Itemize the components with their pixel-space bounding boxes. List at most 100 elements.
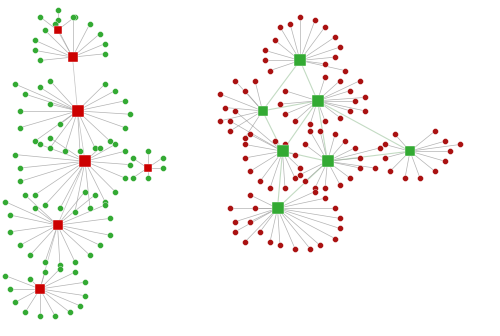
Point (331, 132, 339, 137)
Point (1, 199, 9, 204)
Point (51, 313, 59, 319)
Point (331, 206, 339, 211)
Point (71, 269, 79, 275)
Point (56, 206, 64, 211)
Point (286, 21, 294, 26)
Point (271, 38, 279, 43)
Point (331, 236, 339, 241)
Point (331, 34, 339, 40)
Point (71, 209, 79, 214)
Point (26, 253, 34, 258)
Point (406, 149, 414, 154)
Point (281, 142, 289, 147)
Point (258, 108, 266, 114)
Point (321, 196, 329, 201)
Point (441, 138, 449, 144)
Point (16, 243, 24, 248)
Point (16, 165, 24, 171)
Point (21, 192, 29, 198)
Point (101, 81, 109, 87)
Point (56, 266, 64, 271)
Point (16, 179, 24, 184)
Point (241, 239, 249, 245)
Point (311, 17, 319, 23)
Point (1, 273, 9, 278)
Point (291, 152, 299, 157)
Point (276, 243, 284, 248)
Point (101, 199, 109, 204)
Point (251, 206, 259, 211)
Point (46, 101, 54, 107)
Point (46, 78, 54, 83)
Point (356, 165, 364, 171)
Point (121, 149, 129, 154)
Point (321, 61, 329, 67)
Point (371, 165, 379, 171)
Point (314, 98, 322, 103)
Point (96, 31, 104, 36)
Point (144, 165, 152, 171)
Point (68, 14, 76, 19)
Point (91, 192, 99, 198)
Point (81, 293, 89, 298)
Point (86, 21, 94, 26)
Point (31, 192, 39, 198)
Point (54, 7, 62, 13)
Point (281, 88, 289, 93)
Point (36, 85, 44, 90)
Point (316, 128, 324, 134)
Point (276, 24, 284, 30)
Point (101, 202, 109, 208)
Point (121, 125, 129, 130)
Point (381, 155, 389, 161)
Point (246, 132, 254, 137)
Point (241, 155, 249, 161)
Point (276, 101, 284, 107)
Point (281, 185, 289, 191)
Point (121, 98, 129, 103)
Point (356, 78, 364, 83)
Point (11, 152, 19, 157)
Point (401, 175, 409, 181)
Point (144, 149, 152, 154)
Point (26, 276, 34, 282)
Point (241, 142, 249, 147)
Point (71, 14, 79, 19)
Point (361, 95, 369, 100)
Point (106, 233, 114, 238)
Point (441, 159, 449, 164)
Point (291, 118, 299, 124)
Point (36, 286, 44, 292)
Point (336, 78, 344, 83)
Point (111, 142, 119, 147)
Point (61, 149, 69, 154)
Point (231, 229, 239, 235)
Point (336, 216, 344, 221)
Point (106, 138, 114, 144)
Point (376, 145, 384, 151)
Point (296, 165, 304, 171)
Point (86, 206, 94, 211)
Point (266, 185, 274, 191)
Point (226, 118, 234, 124)
Point (321, 24, 329, 30)
Point (36, 14, 44, 19)
Point (306, 122, 314, 127)
Point (291, 175, 299, 181)
Point (246, 192, 254, 198)
Point (391, 132, 399, 137)
Point (321, 118, 329, 124)
Point (336, 115, 344, 120)
Point (306, 128, 314, 134)
Point (158, 165, 166, 171)
Point (296, 172, 304, 177)
Point (128, 155, 136, 161)
Point (216, 118, 224, 124)
Point (341, 138, 349, 144)
Point (221, 105, 229, 110)
Point (331, 54, 339, 60)
Point (46, 145, 54, 151)
Point (381, 142, 389, 147)
Point (301, 142, 309, 147)
Point (126, 112, 134, 117)
